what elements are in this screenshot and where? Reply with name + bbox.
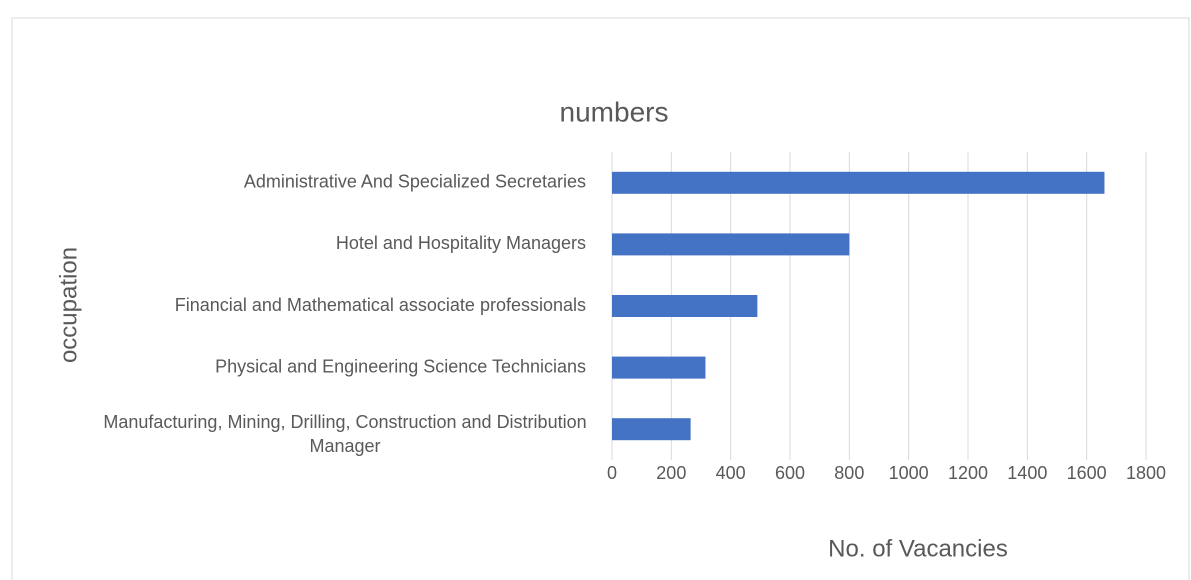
x-tick-label: 1600 [1067,463,1107,483]
bar [612,418,691,441]
y-axis-title: occupation [55,247,82,363]
y-tick-label: Hotel and Hospitality Managers [336,233,586,253]
x-tick-label: 800 [834,463,864,483]
x-tick-label: 400 [716,463,746,483]
bar [612,295,758,317]
x-tick-label: 1400 [1007,463,1047,483]
y-tick-label: Physical and Engineering Science Technic… [215,356,586,376]
x-tick-label: 1000 [889,463,929,483]
x-tick-label: 200 [656,463,686,483]
chart-title: numbers [560,96,669,127]
x-axis-title: No. of Vacancies [828,535,1008,562]
y-tick-label: Administrative And Specialized Secretari… [244,172,586,192]
bar [612,356,706,379]
x-tick-label: 600 [775,463,805,483]
x-tick-label: 0 [607,463,617,483]
y-tick-label: Manufacturing, Mining, Drilling, Constru… [103,412,586,456]
x-tick-label: 1800 [1126,463,1166,483]
bar [612,233,850,256]
x-tick-label: 1200 [948,463,988,483]
chart-frame [11,17,1190,580]
bar [612,171,1105,194]
y-tick-label: Financial and Mathematical associate pro… [175,295,586,315]
